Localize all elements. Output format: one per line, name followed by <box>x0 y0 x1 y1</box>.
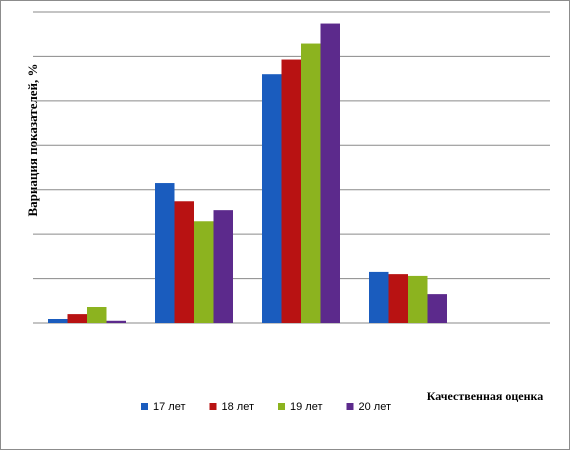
y-axis-title: Вариация показателей, % <box>25 63 40 216</box>
bar <box>67 314 87 323</box>
legend-swatch <box>346 403 354 410</box>
bar <box>87 307 107 323</box>
legend-label: 17 лет <box>153 401 186 413</box>
legend-label: 19 лет <box>290 401 323 413</box>
bar <box>408 275 428 323</box>
bar <box>213 210 233 323</box>
bar <box>194 221 214 323</box>
bar <box>427 294 447 323</box>
x-axis-title: Качественная оценка <box>427 389 544 403</box>
legend-swatch <box>278 403 285 410</box>
legend-swatch <box>141 403 148 410</box>
bar <box>369 271 389 323</box>
bar <box>388 274 408 323</box>
legend-label: 20 лет <box>359 401 392 413</box>
legend-swatch <box>209 403 217 410</box>
bar <box>301 43 321 324</box>
bar <box>48 319 68 323</box>
bar <box>320 23 340 324</box>
bar <box>106 320 126 323</box>
bar <box>262 74 282 323</box>
bar <box>155 183 175 323</box>
legend-label: 18 лет <box>222 401 255 413</box>
bar <box>281 59 301 323</box>
bar <box>174 201 194 323</box>
